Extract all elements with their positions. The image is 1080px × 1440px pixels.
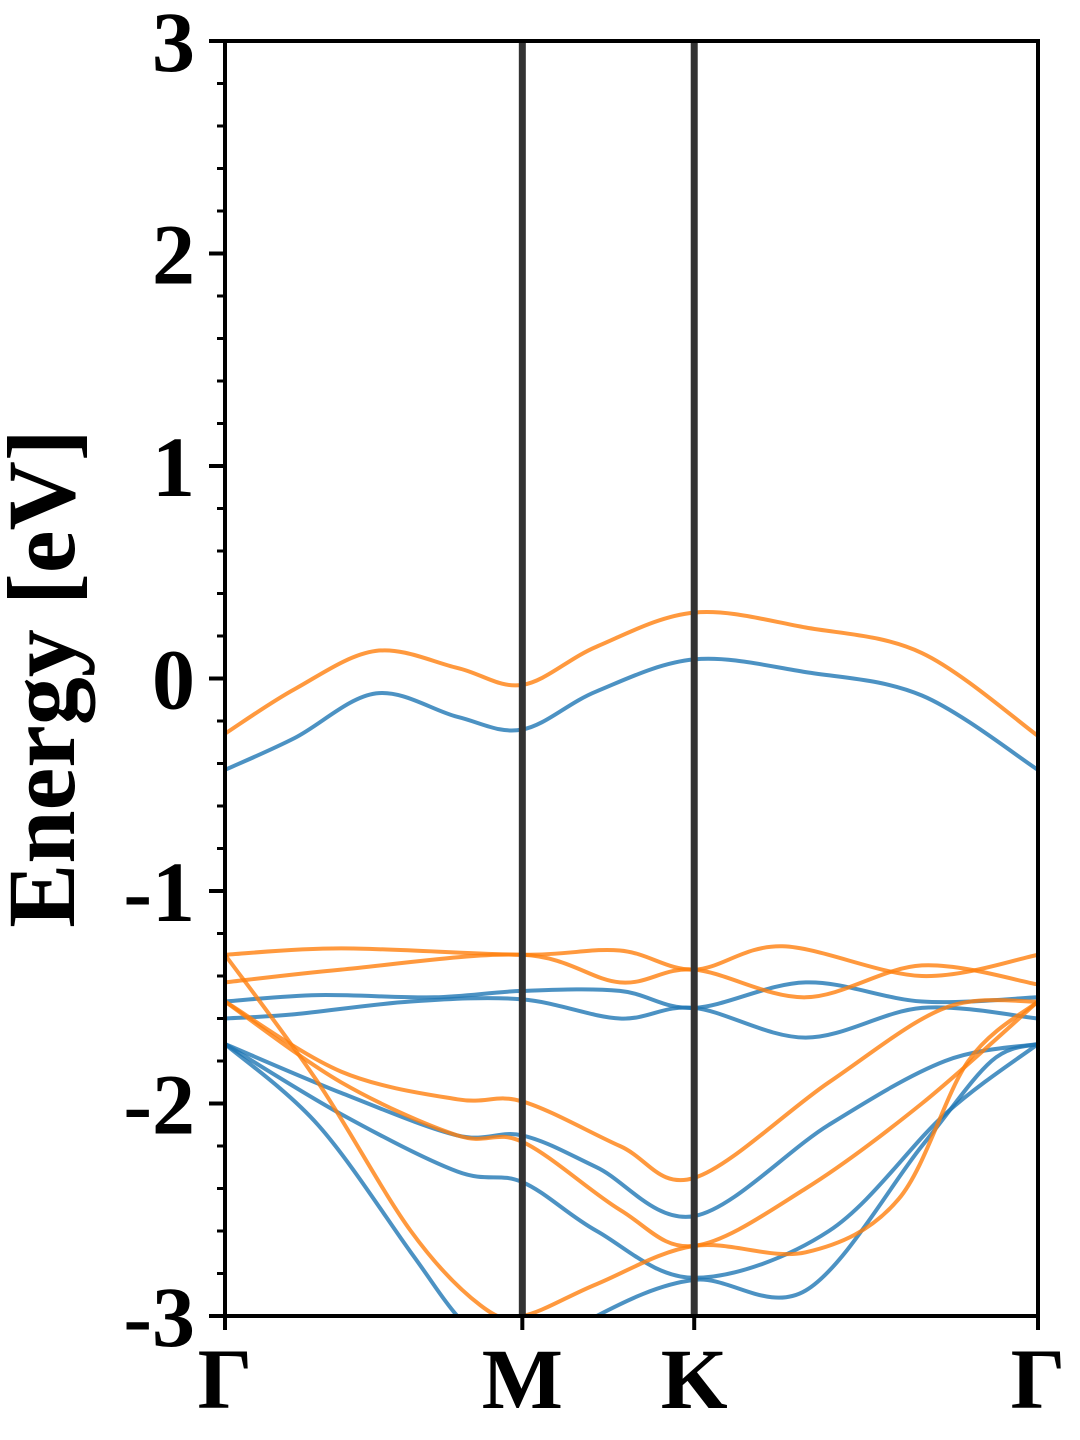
separator-layer	[518, 41, 698, 1316]
x-tick-label-2: M	[482, 1331, 563, 1427]
band-line-5	[225, 1042, 1038, 1280]
x-tick-label-3: K	[661, 1331, 728, 1427]
y-tick-label: -3	[123, 1269, 195, 1365]
band-line-7	[225, 610, 1038, 738]
x-tick-label-1: Γ	[198, 1331, 253, 1427]
y-tick-label: 3	[152, 0, 195, 90]
y-tick-label: 0	[152, 632, 195, 728]
band-line-11	[225, 999, 1038, 1249]
band-line-12	[225, 953, 1038, 1316]
x-tick-label-4: Γ	[1011, 1331, 1066, 1427]
band-line-9	[225, 952, 1038, 1000]
band-line-8	[225, 944, 1038, 979]
y-tick-label: 2	[152, 207, 195, 303]
band-line-4	[225, 1042, 1038, 1219]
band-line-6	[225, 1042, 1038, 1316]
y-tick-label: -1	[123, 844, 195, 940]
y-tick-label: -2	[123, 1057, 195, 1153]
band-line-1	[225, 656, 1038, 772]
y-axis-label: Energy [eV]	[0, 429, 95, 928]
band-line-2	[225, 980, 1038, 1010]
band-line-10	[225, 998, 1038, 1182]
series-layer	[225, 610, 1038, 1316]
band-line-3	[225, 996, 1038, 1040]
y-ticks: -3 -2 -1 0 1 2 3	[123, 0, 225, 1365]
y-tick-label: 1	[152, 419, 195, 515]
